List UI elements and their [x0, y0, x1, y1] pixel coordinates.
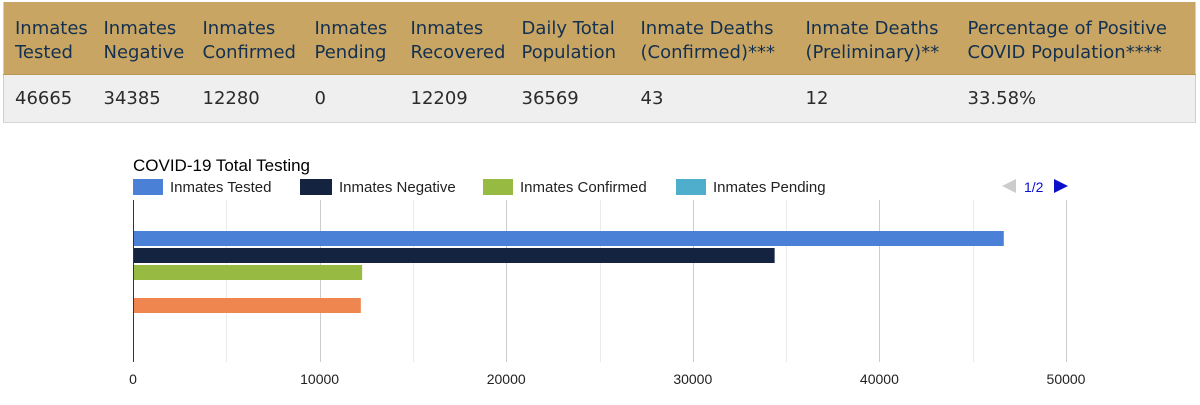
legend-swatch [676, 179, 706, 195]
table-cell: 36569 [510, 74, 630, 123]
legend-item[interactable]: Inmates Negative [300, 179, 456, 196]
chart-bars [134, 231, 1004, 313]
chart-title: COVID-19 Total Testing [133, 156, 310, 175]
triangle-right-icon[interactable] [1054, 179, 1068, 193]
column-header-line: Confirmed [202, 42, 296, 63]
legend-pager: 1/2 [1002, 179, 1068, 195]
column-header-line: COVID Population**** [967, 42, 1162, 63]
legend-item[interactable]: Inmates Confirmed [483, 179, 647, 196]
table-row: 46665 34385 12280 0 12209 36569 43 12 33.58% [3, 74, 1196, 123]
table-cell: 12280 [191, 74, 304, 123]
column-header-line: Pending [314, 42, 387, 63]
column-header-line: (Confirmed)*** [640, 42, 776, 63]
x-tick-label: 40000 [860, 371, 899, 387]
column-header-line: Negative [103, 42, 185, 63]
legend-item[interactable]: Inmates Pending [676, 179, 826, 196]
column-header: Inmates Pending [303, 2, 400, 75]
column-header-line: Percentage of Positive [967, 18, 1167, 39]
x-tick-label: 0 [129, 371, 137, 387]
column-header-line: Inmates [202, 18, 276, 39]
bar[interactable] [134, 298, 361, 313]
column-header-line: Inmates [314, 18, 388, 39]
table-header-row: Inmates Tested Inmates Negative Inmates Confi… [3, 2, 1196, 75]
column-header: Inmate Deaths (Preliminary)** [794, 2, 957, 75]
column-header: Inmates Confirmed [191, 2, 304, 75]
legend-label: Inmates Confirmed [520, 179, 647, 196]
column-header-line: Daily Total [521, 18, 615, 39]
table-cell: 12 [794, 74, 957, 123]
x-tick-label: 30000 [673, 371, 712, 387]
inmate-stats-table: Inmates Tested Inmates Negative Inmates Confi… [3, 2, 1196, 123]
column-header-line: Inmates [103, 18, 177, 39]
legend-label: Inmates Tested [170, 179, 271, 196]
table-cell: 33.58% [956, 74, 1196, 123]
table-cell: 34385 [92, 74, 192, 123]
legend-page-indicator: 1/2 [1024, 179, 1044, 195]
column-header-line: Inmate Deaths [805, 18, 939, 39]
legend-item[interactable]: Inmates Tested [133, 179, 271, 196]
table-cell: 43 [629, 74, 795, 123]
column-header-line: (Preliminary)** [805, 42, 940, 63]
column-header-line: Population [521, 42, 617, 63]
column-header-line: Recovered [410, 42, 506, 63]
chart-gridlines [133, 200, 1067, 362]
column-header-line: Inmates [15, 18, 88, 39]
column-header: Inmates Recovered [399, 2, 511, 75]
legend-swatch [483, 179, 513, 195]
table-cell: 46665 [3, 74, 93, 123]
column-header: Inmates Negative [92, 2, 192, 75]
column-header: Inmate Deaths (Confirmed)*** [629, 2, 795, 75]
x-tick-label: 10000 [300, 371, 339, 387]
legend-swatch [300, 179, 332, 195]
x-tick-label: 20000 [487, 371, 526, 387]
column-header-line: Inmate Deaths [640, 18, 774, 39]
column-header-line: Inmates [410, 18, 484, 39]
x-tick-label: 50000 [1047, 371, 1086, 387]
triangle-left-icon[interactable] [1002, 179, 1016, 193]
table-cell: 0 [303, 74, 400, 123]
legend-swatch [133, 179, 163, 195]
table-cell: 12209 [399, 74, 511, 123]
column-header-line: Tested [15, 42, 73, 63]
column-header: Inmates Tested [3, 2, 93, 75]
chart-legend: Inmates Tested Inmates Negative Inmates Co… [133, 179, 826, 196]
bar[interactable] [134, 265, 363, 280]
legend-label: Inmates Pending [713, 179, 826, 196]
bar[interactable] [134, 248, 775, 263]
legend-label: Inmates Negative [339, 179, 456, 196]
x-axis-ticks: 0 10000 20000 30000 40000 50000 [129, 371, 1086, 387]
column-header: Percentage of Positive COVID Population**… [956, 2, 1196, 75]
bar[interactable] [134, 231, 1004, 246]
column-header: Daily Total Population [510, 2, 630, 75]
